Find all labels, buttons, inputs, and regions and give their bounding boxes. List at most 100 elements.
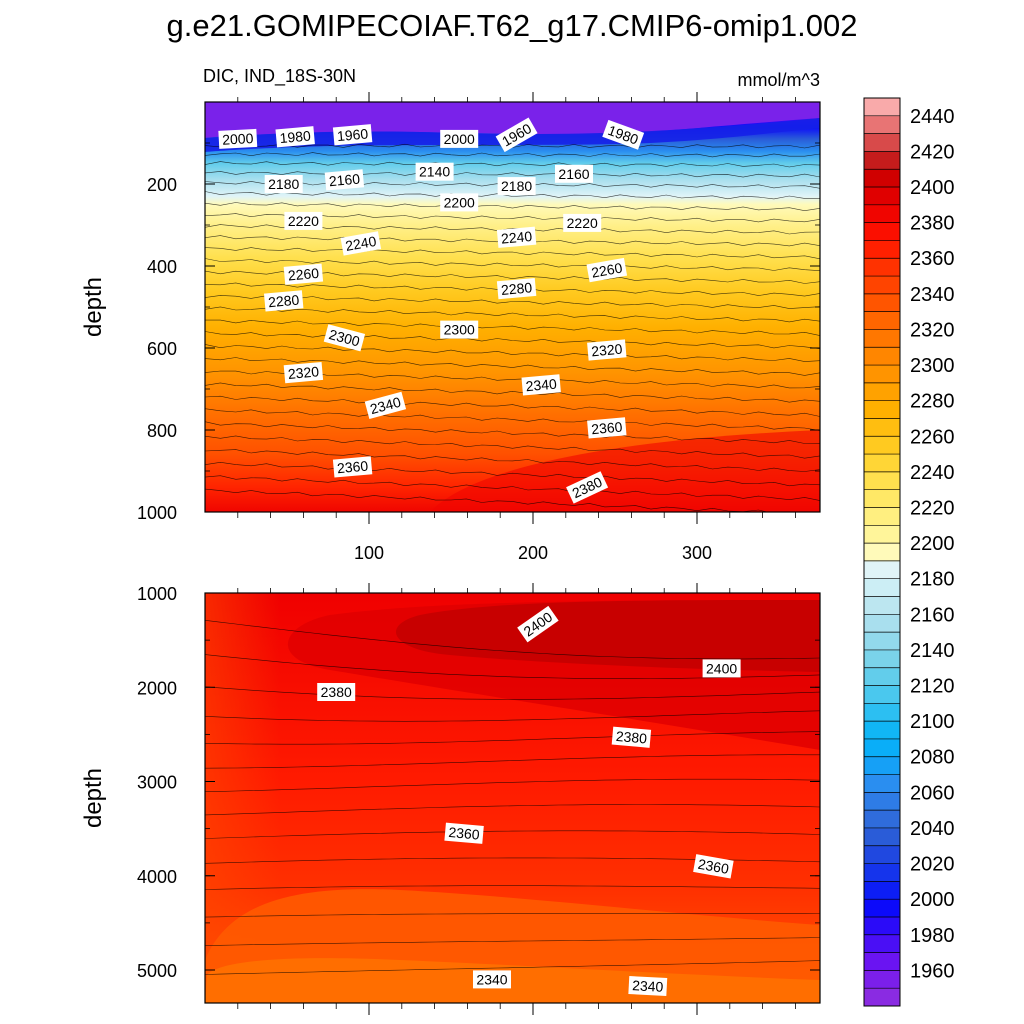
contour-label-text: 2380 bbox=[615, 728, 648, 747]
colorbar-tick-label: 2040 bbox=[910, 818, 955, 840]
contour-line bbox=[205, 710, 820, 722]
lower-2400-core bbox=[396, 600, 820, 672]
ytick-label: 5000 bbox=[137, 961, 177, 981]
contour-label-box bbox=[497, 177, 536, 196]
colorbar-swatch bbox=[864, 738, 900, 758]
colorbar-swatch bbox=[864, 507, 900, 526]
contour-label: 2380 bbox=[611, 726, 652, 748]
contour-label-text: 2000 bbox=[222, 130, 254, 148]
colorbar-tick-label: 2160 bbox=[910, 604, 955, 626]
contour-label-box bbox=[275, 126, 315, 148]
contour-label-box bbox=[415, 162, 454, 181]
contour-label: 2260 bbox=[283, 263, 324, 285]
contour-line bbox=[205, 295, 820, 309]
contour-label-text: 1980 bbox=[279, 127, 312, 146]
contour-line bbox=[205, 475, 820, 501]
contour-label: 2300 bbox=[440, 320, 479, 339]
contour-label: 2000 bbox=[440, 129, 479, 148]
contour-label: 1980 bbox=[275, 126, 315, 148]
colorbar-swatch bbox=[864, 756, 900, 775]
contour-label-text: 2340 bbox=[368, 394, 402, 418]
lower-axes: 1000 2000 3000 4000 5000 bbox=[137, 583, 820, 1015]
colorbar-tick-label: 2340 bbox=[910, 284, 955, 306]
contour-label: 2360 bbox=[444, 822, 484, 844]
colorbar-tick-label: 2320 bbox=[910, 320, 955, 342]
contour-label-text: 2300 bbox=[444, 322, 475, 338]
ytick-label: 200 bbox=[147, 175, 177, 195]
contour-label: 2400 bbox=[702, 659, 741, 678]
contour-label-box bbox=[496, 277, 537, 300]
colorbar-swatch bbox=[864, 845, 900, 864]
contour-label-box bbox=[444, 822, 484, 844]
colorbar-swatch bbox=[864, 187, 900, 206]
contour-line bbox=[205, 319, 820, 336]
ytick-label: 400 bbox=[147, 257, 177, 277]
colorbar-swatch bbox=[864, 810, 900, 829]
colorbar-swatch bbox=[864, 525, 900, 544]
contour-label: 2340 bbox=[473, 970, 511, 989]
lower-frame bbox=[204, 592, 821, 1004]
ytick-label: 4000 bbox=[137, 867, 177, 887]
contour-label-box bbox=[587, 339, 627, 361]
upper-deep-core bbox=[430, 430, 820, 512]
contour-line bbox=[205, 202, 820, 212]
contour-label-box bbox=[566, 471, 609, 504]
colorbar-tick-label: 2120 bbox=[910, 676, 955, 698]
contour-label-box bbox=[324, 169, 365, 191]
colorbar-swatch bbox=[864, 115, 900, 134]
colorbar-swatch bbox=[864, 863, 900, 882]
contour-label-text: 2200 bbox=[444, 194, 475, 210]
colorbar-tick-label: 1960 bbox=[910, 960, 955, 982]
colorbar-swatch bbox=[864, 596, 900, 615]
contour-label-text: 2380 bbox=[321, 684, 352, 700]
colorbar-tick-label: 2080 bbox=[910, 747, 955, 769]
colorbar-swatch bbox=[864, 382, 900, 402]
colorbar-tick-label: 2060 bbox=[910, 782, 955, 804]
contour-label: 2180 bbox=[264, 175, 303, 193]
colorbar-swatch bbox=[864, 471, 900, 491]
contour-line bbox=[205, 731, 820, 745]
contour-label-text: 2280 bbox=[500, 279, 533, 298]
colorbar-swatch bbox=[864, 418, 900, 437]
colorbar-swatch bbox=[864, 204, 900, 224]
contour-label-box bbox=[702, 659, 741, 678]
contour-label-box bbox=[283, 361, 324, 384]
colorbar-swatch bbox=[864, 667, 900, 686]
contour-label: 2260 bbox=[586, 257, 628, 283]
figure-title: g.e21.GOMIPECOIAF.T62_g17.CMIP6-omip1.00… bbox=[167, 8, 858, 43]
colorbar-tick-label: 2440 bbox=[910, 106, 955, 128]
contour-label: 2140 bbox=[415, 162, 454, 181]
contour-line bbox=[205, 913, 820, 918]
contour-line bbox=[205, 449, 820, 472]
colorbar-tick-label: 2200 bbox=[910, 533, 955, 555]
contour-label-box bbox=[317, 683, 356, 701]
contour-line bbox=[205, 686, 820, 700]
ytick-label: 600 bbox=[147, 339, 177, 359]
upper-ylabel: depth bbox=[80, 277, 107, 337]
contour-label: 2240 bbox=[496, 226, 537, 248]
contour-label-box bbox=[586, 257, 628, 283]
contour-line bbox=[205, 435, 820, 459]
contour-line bbox=[205, 152, 820, 158]
contour-label: 2160 bbox=[555, 164, 593, 183]
xtick-label: 200 bbox=[518, 543, 548, 563]
colorbar-swatch bbox=[864, 276, 900, 295]
colorbar-swatch bbox=[864, 347, 900, 366]
colorbar-tick-label: 2180 bbox=[910, 569, 955, 591]
contour-line bbox=[205, 161, 820, 168]
contour-line bbox=[205, 331, 820, 349]
colorbar-swatch bbox=[864, 899, 900, 918]
colorbar-swatch bbox=[864, 703, 900, 722]
contour-label: 2300 bbox=[323, 324, 366, 352]
colorbar-frame bbox=[863, 97, 901, 1007]
ytick-label: 1000 bbox=[137, 584, 177, 604]
contour-label-box bbox=[340, 231, 382, 256]
contour-label: 2360 bbox=[693, 854, 734, 879]
contour-label: 2360 bbox=[587, 417, 627, 439]
contour-line bbox=[205, 247, 820, 260]
colorbar-swatch bbox=[864, 365, 900, 384]
contour-line bbox=[205, 885, 820, 890]
ytick-label: 2000 bbox=[137, 678, 177, 698]
